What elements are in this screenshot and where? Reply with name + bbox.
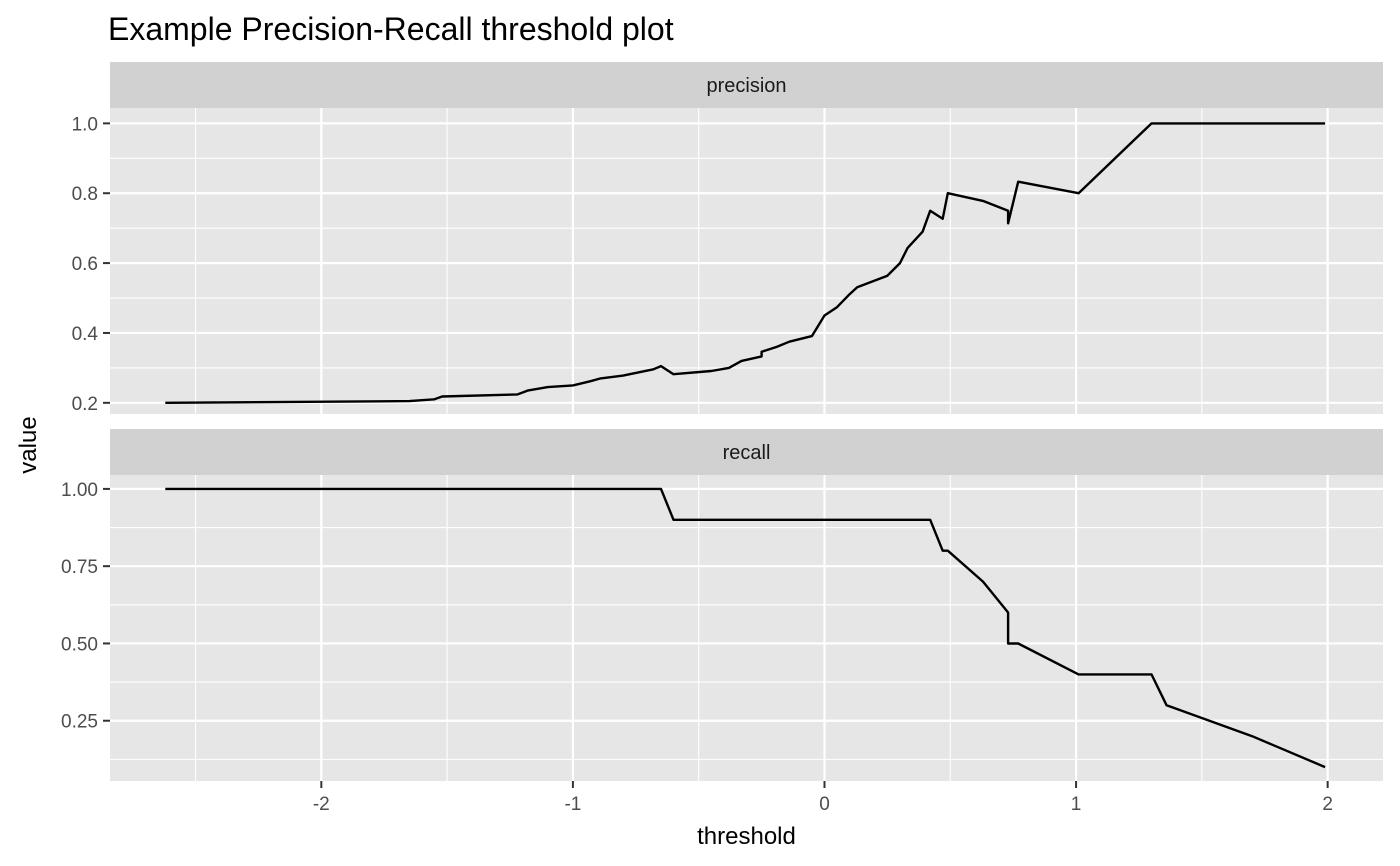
x-axis-title: threshold: [697, 823, 796, 850]
y-axis-recall: 0.25 0.50 0.75 1.00: [61, 480, 110, 733]
y-tick-label-precision-0_6: 0.6: [72, 254, 98, 275]
facet-strip-recall: [110, 429, 1383, 475]
x-axis: -2 -1 0 1 2: [313, 781, 1333, 815]
y-tick-label-recall-0_25: 0.25: [61, 712, 98, 733]
y-tick-label-precision-0_2: 0.2: [72, 394, 98, 415]
y-axis-precision: 0.2 0.4 0.6 0.8 1.0: [72, 114, 110, 415]
y-tick-label-recall-0_5: 0.50: [61, 634, 98, 655]
y-axis-title: value: [15, 416, 42, 473]
y-tick-label-recall-1: 1.00: [61, 480, 98, 501]
chart-title: Example Precision-Recall threshold plot: [108, 11, 674, 47]
facet-recall: recall 0.25 0.50 0.75 1.00: [61, 429, 1383, 781]
facet-strip-label-precision: precision: [706, 75, 786, 97]
x-tick-label-neg2: -2: [313, 794, 330, 815]
grid-recall: [110, 475, 1383, 781]
x-tick-label-neg1: -1: [564, 794, 581, 815]
y-tick-label-precision-0_8: 0.8: [72, 184, 98, 205]
grid-precision: [110, 108, 1383, 414]
precision-line: [165, 122, 1326, 404]
x-tick-label-0: 0: [819, 794, 830, 815]
facet-strip-precision: [110, 62, 1383, 108]
y-tick-label-precision-1: 1.0: [72, 114, 98, 135]
y-tick-label-precision-0_4: 0.4: [72, 324, 99, 345]
facet-precision: precision 0.2 0.4 0.6 0.8 1.0: [72, 62, 1383, 415]
x-tick-label-2: 2: [1322, 794, 1333, 815]
x-tick-label-1: 1: [1071, 794, 1082, 815]
y-tick-label-recall-0_75: 0.75: [61, 557, 98, 578]
recall-line: [165, 487, 1326, 769]
facet-strip-label-recall: recall: [723, 442, 771, 464]
